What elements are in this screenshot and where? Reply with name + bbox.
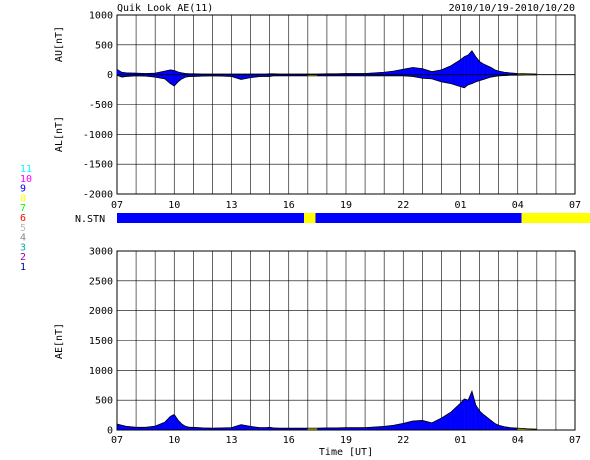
au-al-xtick-label: 22 <box>397 200 409 211</box>
ae-frame-top <box>116 250 576 431</box>
au-al-xtick-label: 01 <box>454 200 466 211</box>
au-al-xtick-label: 13 <box>225 200 237 211</box>
au-al-xtick-label: 19 <box>340 200 352 211</box>
au-series <box>464 54 469 75</box>
station-legend-entry: 7 <box>20 203 26 214</box>
nstn-segment <box>521 213 590 223</box>
au-al-xtick-label: 07 <box>569 200 581 211</box>
au-al-xtick-label: 04 <box>512 200 524 211</box>
ae-axis-label: AE[nT] <box>54 323 65 359</box>
station-legend-entry: 11 <box>20 164 32 175</box>
chart-title: Quik Look AE(11) <box>117 3 213 14</box>
ae-xtick-label: 16 <box>283 435 295 446</box>
ae-ytick-label: 1000 <box>89 366 113 377</box>
al-series <box>460 74 465 88</box>
au-series <box>441 65 452 75</box>
ae-xtick-label: 10 <box>168 435 180 446</box>
ae-ytick-label: 0 <box>107 426 113 437</box>
ae-xtick-label: 07 <box>111 435 123 446</box>
date-range: 2010/10/19-2010/10/20 <box>449 3 575 14</box>
station-legend-entry: 6 <box>20 213 26 224</box>
ae-ytick-label: 1500 <box>89 336 113 347</box>
nstn-label: N.STN <box>75 214 105 225</box>
station-legend-entry: 8 <box>20 193 26 204</box>
station-count-panel: N.STN <box>75 213 590 225</box>
station-legend-entry: 2 <box>20 252 26 263</box>
ae-series <box>460 398 465 431</box>
au-al-ytick-label: -1500 <box>83 160 113 171</box>
au-al-xtick-label: 07 <box>111 200 123 211</box>
ae-series <box>155 422 165 431</box>
ae-ytick-label: 3000 <box>89 247 113 258</box>
ae-series <box>170 414 175 431</box>
ae-series <box>475 404 480 431</box>
ae-ytick-label: 2000 <box>89 306 113 317</box>
au-series-outline <box>116 50 537 75</box>
au-al-xtick-label: 16 <box>283 200 295 211</box>
ae-ytick-label: 500 <box>95 396 113 407</box>
au-al-xtick-label: 10 <box>168 200 180 211</box>
ae-series <box>464 398 469 431</box>
ae-ytick-label: 2500 <box>89 276 113 287</box>
ae-series <box>164 415 171 431</box>
ae-xtick-label: 04 <box>512 435 524 446</box>
au-al-ytick-label: -500 <box>89 100 113 111</box>
station-legend-entry: 9 <box>20 184 26 195</box>
station-legend-entry: 10 <box>20 174 32 185</box>
ae-xtick-label: 13 <box>225 435 237 446</box>
ae-xtick-label: 19 <box>340 435 352 446</box>
nstn-segment <box>315 213 522 223</box>
au-al-ytick-label: 1000 <box>89 11 113 22</box>
au-series <box>450 59 461 75</box>
nstn-segment <box>117 213 305 223</box>
ae-xtick-label: 22 <box>397 435 409 446</box>
station-legend-entry: 4 <box>20 233 26 244</box>
au-axis-label: AU[nT] <box>54 26 65 62</box>
ae-xtick-label: 01 <box>454 435 466 446</box>
ae-series-outline <box>116 390 537 430</box>
au-al-ytick-label: 500 <box>95 40 113 51</box>
ae-series <box>412 420 423 431</box>
station-legend-entry: 1 <box>20 262 26 273</box>
x-axis-label: Time [UT] <box>319 447 373 458</box>
al-series-outline <box>116 74 537 89</box>
al-axis-label: AL[nT] <box>54 116 65 152</box>
ae-xtick-label: 07 <box>569 435 581 446</box>
ae-series <box>431 417 442 431</box>
au-al-ytick-label: -2000 <box>83 190 113 201</box>
al-series <box>467 74 473 86</box>
station-legend-entry: 3 <box>20 242 26 253</box>
au-al-ytick-label: 0 <box>107 70 113 81</box>
au-al-frame <box>116 14 576 195</box>
nstn-segment <box>304 213 316 223</box>
au-al-ytick-label: -1000 <box>83 130 113 141</box>
ae-series <box>467 391 473 431</box>
station-legend-entry: 5 <box>20 223 26 234</box>
au-series <box>422 68 433 75</box>
